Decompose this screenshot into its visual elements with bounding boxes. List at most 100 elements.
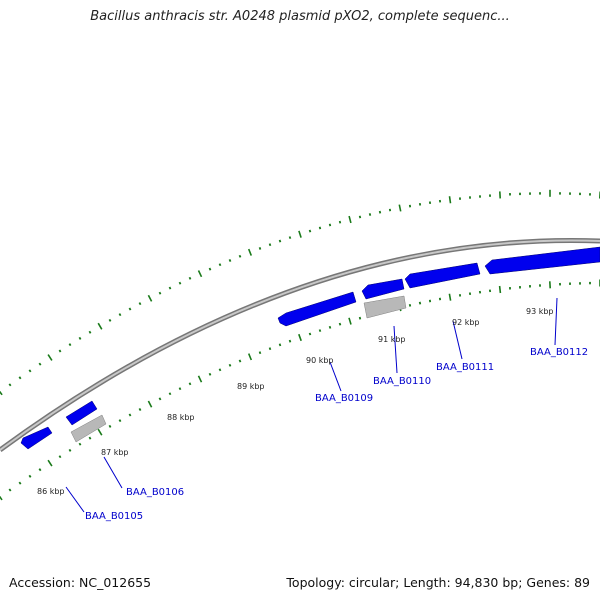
major-tick	[0, 390, 3, 396]
minor-tick	[138, 302, 142, 306]
minor-tick	[118, 419, 122, 423]
major-tick	[97, 322, 103, 330]
minor-tick	[8, 383, 12, 387]
major-tick	[0, 495, 3, 501]
kbp-label: 88 kbp	[167, 413, 195, 422]
gene-label[interactable]: BAA_B0109	[315, 393, 373, 404]
inner-tick-ring	[0, 279, 600, 501]
major-tick	[247, 353, 253, 361]
minor-tick	[178, 387, 182, 391]
gene-label[interactable]: BAA_B0111	[436, 362, 494, 373]
minor-tick	[308, 229, 312, 233]
minor-tick	[178, 281, 182, 285]
gene-leaders	[65, 297, 558, 513]
gene-label[interactable]: BAA_B0105	[85, 511, 143, 522]
major-tick	[47, 459, 53, 467]
topology-summary: Topology: circular; Length: 94,830 bp; G…	[286, 575, 590, 590]
minor-tick	[318, 329, 322, 333]
accession-text: Accession: NC_012655	[9, 575, 152, 590]
minor-tick	[138, 407, 142, 412]
minor-tick	[268, 347, 272, 351]
minor-tick	[228, 259, 232, 262]
gene-label[interactable]: BAA_B0110	[373, 376, 431, 387]
major-tick	[197, 270, 203, 278]
kbp-label: 92 kbp	[452, 318, 480, 327]
kbp-label: 86 kbp	[37, 487, 65, 496]
major-tick	[448, 196, 452, 204]
minor-tick	[408, 303, 412, 307]
minor-tick	[258, 351, 262, 355]
minor-tick	[158, 397, 162, 401]
major-tick	[448, 293, 452, 301]
minor-tick	[208, 372, 212, 376]
gene-label[interactable]: BAA_B0112	[530, 347, 588, 358]
gene-arrow[interactable]	[361, 278, 405, 300]
kbp-label: 89 kbp	[237, 382, 265, 391]
outer-tick-ring	[0, 189, 600, 396]
gene-arrow-reverse[interactable]	[70, 414, 107, 443]
minor-tick	[218, 263, 222, 267]
gene-arrow[interactable]	[65, 400, 98, 426]
minor-tick	[338, 322, 342, 326]
gene-arrow[interactable]	[404, 262, 481, 289]
major-tick	[348, 317, 352, 325]
kbp-label: 91 kbp	[378, 335, 406, 344]
minor-tick	[58, 349, 62, 353]
minor-tick	[238, 359, 242, 363]
minor-tick	[68, 448, 72, 452]
major-tick	[498, 285, 502, 294]
minor-tick	[278, 239, 282, 243]
minor-tick	[78, 442, 82, 446]
minor-tick	[228, 363, 232, 367]
minor-tick	[68, 343, 72, 347]
gene-arrow-reverse[interactable]	[363, 295, 407, 319]
minor-tick	[18, 481, 22, 485]
kbp-label: 90 kbp	[306, 356, 334, 365]
minor-tick	[108, 424, 112, 428]
minor-tick	[258, 247, 262, 250]
minor-tick	[218, 368, 222, 372]
major-tick	[97, 428, 103, 436]
minor-tick	[288, 236, 292, 240]
minor-tick	[188, 276, 192, 280]
minor-tick	[168, 286, 172, 290]
minor-tick	[8, 488, 12, 492]
gene-arrow[interactable]	[484, 246, 600, 275]
minor-tick	[188, 382, 192, 386]
minor-tick	[108, 318, 112, 322]
minor-tick	[128, 413, 132, 417]
minor-tick	[368, 213, 372, 216]
minor-tick	[128, 307, 132, 311]
minor-tick	[358, 316, 362, 320]
minor-tick	[18, 376, 22, 380]
minor-tick	[268, 243, 272, 247]
major-tick	[197, 375, 203, 383]
minor-tick	[318, 226, 322, 230]
minor-tick	[168, 392, 172, 396]
major-tick	[348, 215, 352, 224]
minor-tick	[88, 436, 92, 440]
kbp-label: 93 kbp	[526, 307, 554, 316]
major-tick	[247, 248, 253, 256]
minor-tick	[118, 313, 122, 317]
minor-tick	[378, 210, 382, 214]
minor-tick	[38, 468, 42, 472]
major-tick	[298, 333, 302, 342]
minor-tick	[278, 343, 282, 347]
minor-tick	[158, 291, 162, 295]
minor-tick	[418, 301, 422, 305]
gene-label[interactable]: BAA_B0106	[126, 487, 184, 498]
backbone-inner	[0, 239, 600, 451]
major-tick	[398, 204, 402, 212]
major-tick	[47, 354, 53, 361]
minor-tick	[288, 339, 292, 343]
gene-arrow[interactable]	[277, 291, 357, 327]
minor-tick	[28, 474, 32, 478]
minor-tick	[58, 455, 62, 459]
major-tick	[147, 294, 153, 302]
minor-tick	[338, 220, 342, 224]
gene-arrow[interactable]	[20, 426, 53, 450]
minor-tick	[28, 369, 32, 373]
map-title: Bacillus anthracis str. A0248 plasmid pX…	[90, 9, 510, 24]
